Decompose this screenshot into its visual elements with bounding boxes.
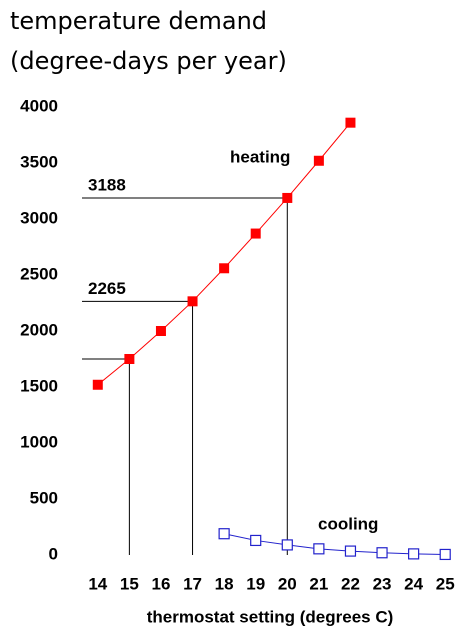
x-tick-label: 18 — [215, 574, 234, 593]
x-tick-label: 24 — [404, 574, 423, 593]
x-tick-label: 21 — [309, 574, 328, 593]
chart-title: temperature demand — [10, 7, 267, 35]
y-tick-label: 3500 — [20, 152, 58, 171]
x-tick-label: 25 — [436, 574, 455, 593]
marker — [218, 528, 230, 540]
y-tick-label: 1000 — [20, 432, 58, 451]
y-tick-label: 4000 — [20, 96, 58, 115]
marker — [155, 326, 166, 336]
marker — [313, 543, 325, 555]
marker — [345, 117, 356, 128]
y-tick-label: 1500 — [20, 376, 58, 395]
guide-label: 3188 — [88, 175, 126, 194]
y-tick-label: 500 — [30, 488, 58, 507]
y-tick-label: 2500 — [20, 264, 58, 283]
x-tick-label: 15 — [120, 574, 139, 593]
series-line — [97, 122, 351, 386]
marker — [219, 263, 230, 274]
marker — [92, 379, 103, 390]
x-tick-label: 14 — [88, 574, 107, 593]
x-tick-label: 22 — [341, 574, 360, 593]
x-tick-label: 16 — [151, 574, 170, 593]
guide-label: 2265 — [88, 279, 126, 298]
marker — [408, 548, 420, 560]
marker — [187, 296, 198, 307]
marker — [344, 545, 357, 557]
marker — [281, 539, 293, 551]
x-tick-label: 20 — [278, 574, 297, 593]
y-tick-label: 3000 — [20, 208, 58, 227]
x-tick-label: 17 — [183, 574, 202, 593]
marker — [250, 534, 262, 547]
marker — [124, 354, 135, 364]
x-axis-label: thermostat setting (degrees C) — [147, 607, 394, 626]
series-label: cooling — [318, 514, 378, 533]
y-tick-label: 2000 — [20, 320, 58, 339]
x-tick-label: 23 — [373, 574, 392, 593]
y-tick-label: 0 — [49, 544, 58, 563]
marker — [376, 547, 388, 559]
marker — [250, 228, 261, 239]
marker — [282, 192, 293, 203]
x-tick-label: 19 — [246, 574, 265, 593]
chart-subtitle: (degree-days per year) — [10, 47, 287, 75]
series-label: heating — [230, 147, 290, 166]
marker — [439, 548, 451, 561]
marker — [313, 155, 324, 166]
